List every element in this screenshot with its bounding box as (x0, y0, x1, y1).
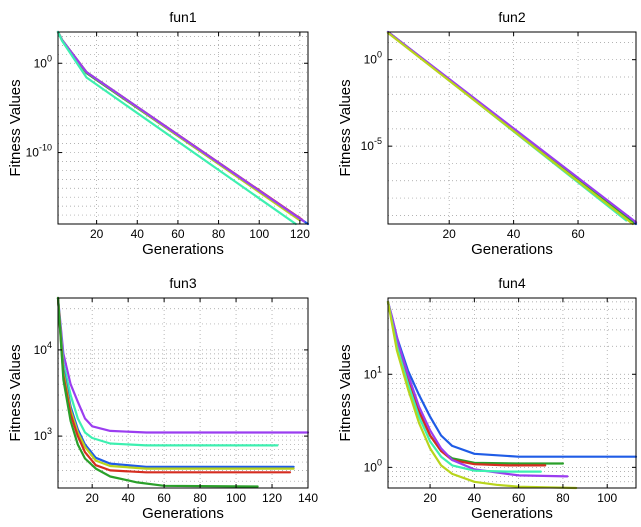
chart-title: fun3 (169, 275, 196, 291)
y-tick-label: 104 (34, 340, 52, 357)
x-tick-label: 120 (290, 227, 310, 241)
series-line-1 (56, 30, 310, 226)
chart-4: 20 40 60 80 100 100 101 fun4 Generations Fitness … (337, 275, 638, 522)
x-tick-label: 20 (423, 491, 437, 505)
chart-series-group (386, 300, 638, 490)
series-line-6 (386, 31, 634, 226)
chart-grid (388, 298, 636, 489)
x-tick-label: 100 (249, 227, 269, 241)
y-tick-label: 100 (364, 457, 382, 474)
chart-title: fun1 (169, 9, 196, 25)
series-line-1 (386, 300, 638, 458)
y-axis-label: Fitness Values (7, 79, 24, 176)
x-tick-label: 40 (468, 491, 482, 505)
x-tick-label: 80 (212, 227, 226, 241)
chart-grid (388, 32, 636, 224)
x-tick-label: 20 (90, 227, 104, 241)
chart-2: 20 40 60 100 10-5 fun2 Generations Fitness Valu… (337, 9, 638, 258)
y-tick-label: 10-5 (361, 136, 382, 153)
chart-title: fun4 (498, 275, 525, 291)
y-tick-label: 101 (364, 364, 382, 381)
chart-frame (57, 31, 309, 225)
series-line-1 (56, 296, 310, 434)
series-line-5 (56, 30, 305, 223)
chart-frame (387, 31, 637, 225)
x-tick-label: 40 (131, 227, 145, 241)
chart-frame (387, 297, 637, 489)
y-tick-label: 10-10 (26, 143, 52, 160)
x-tick-label: 100 (597, 491, 617, 505)
chart-series-group (386, 30, 638, 226)
chart-grid (58, 32, 308, 225)
series-line-6 (56, 296, 259, 488)
x-tick-label: 40 (507, 227, 521, 241)
series-line-3 (56, 296, 295, 468)
x-axis-label: Generations (142, 241, 224, 258)
chart-1: 20 40 60 80 100 120 100 10-10 fun1 Generations Fit… (7, 9, 310, 258)
y-tick-label: 103 (34, 426, 52, 443)
series-line-4 (386, 300, 569, 478)
x-axis-label: Generations (142, 505, 224, 522)
x-tick-label: 60 (571, 227, 585, 241)
x-tick-label: 60 (157, 491, 171, 505)
x-tick-label: 60 (171, 227, 185, 241)
series-line-4 (56, 296, 295, 470)
x-axis-label: Generations (471, 505, 553, 522)
series-line-6 (386, 300, 578, 490)
x-tick-label: 20 (443, 227, 457, 241)
series-line-3 (56, 30, 297, 218)
x-tick-label: 60 (512, 491, 526, 505)
y-axis-label: Fitness Values (7, 344, 24, 441)
chart-frame (57, 297, 309, 489)
x-tick-label: 40 (121, 491, 135, 505)
series-line-6 (56, 30, 297, 226)
y-axis-label: Fitness Values (337, 79, 354, 176)
y-tick-label: 100 (34, 53, 52, 70)
y-tick-label: 100 (364, 50, 382, 67)
y-axis-label: Fitness Values (337, 344, 354, 441)
x-tick-label: 100 (226, 491, 246, 505)
series-line-2 (56, 296, 279, 447)
x-axis-label: Generations (471, 241, 553, 258)
x-tick-label: 80 (556, 491, 570, 505)
series-line-5 (386, 300, 542, 473)
x-tick-label: 140 (298, 491, 318, 505)
x-tick-label: 120 (262, 491, 282, 505)
chart-series-group (56, 296, 310, 488)
chart-title: fun2 (498, 9, 525, 25)
x-tick-label: 20 (85, 491, 99, 505)
chart-series-group (56, 30, 310, 226)
x-tick-label: 80 (193, 491, 207, 505)
chart-3: 20 40 60 80 100 120 140 103 104 fun3 Generations Fi… (7, 275, 318, 522)
series-line-5 (386, 30, 638, 224)
